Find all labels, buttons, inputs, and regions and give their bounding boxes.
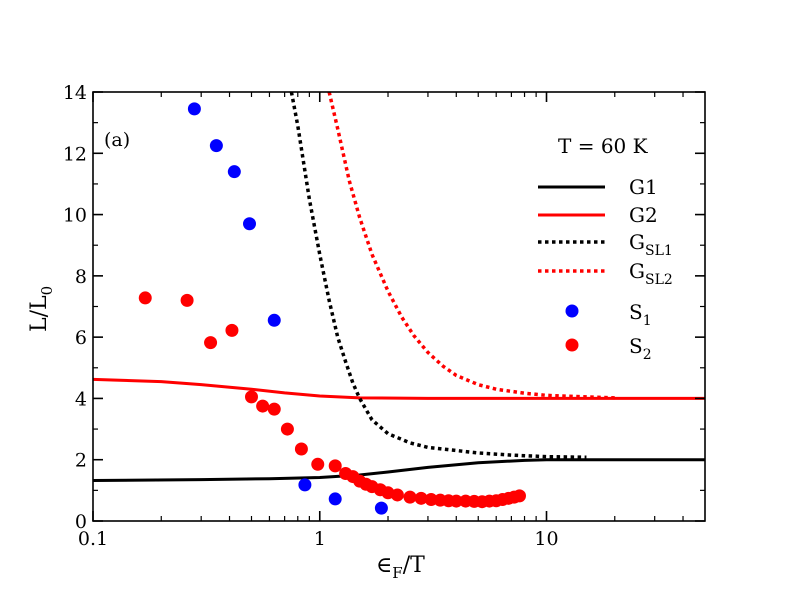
y-tick-label: 10	[63, 205, 87, 227]
x-axis-label-tail: /T	[403, 553, 425, 578]
point-s2	[512, 489, 526, 503]
x-axis-label-sub: F	[392, 564, 402, 582]
y-tick-label: 4	[75, 388, 87, 410]
point-s2	[311, 457, 325, 471]
legend-label-main: G	[629, 230, 645, 254]
legend-label-gsl2: GSL2	[629, 259, 673, 288]
point-s2	[204, 336, 218, 350]
legend-label-main: S	[629, 334, 643, 358]
point-s2	[256, 399, 270, 413]
panel-label: (a)	[104, 129, 130, 151]
series-gsl1-line	[289, 92, 587, 460]
y-axis-label: L/L0	[27, 286, 56, 332]
point-s2	[225, 323, 239, 337]
point-s2	[180, 293, 194, 307]
legend-label-sub: 1	[643, 313, 652, 329]
point-s1	[298, 478, 312, 492]
x-tick-label: 1	[314, 528, 326, 550]
point-s2	[244, 390, 258, 404]
point-s1	[209, 139, 223, 153]
x-axis-label-main: ∈	[376, 553, 392, 578]
x-tick-label: 10	[534, 528, 558, 550]
x-tick-label: 0.1	[78, 528, 108, 550]
y-tick-label: 6	[75, 327, 87, 349]
y-tick-label: 12	[63, 143, 87, 165]
point-s2	[267, 402, 281, 416]
y-axis-label-main: L/L	[27, 295, 52, 332]
point-s2	[403, 490, 417, 504]
legend-marker-s2	[565, 338, 579, 352]
point-s1	[267, 313, 281, 327]
temperature-annotation: T = 60 K	[558, 134, 649, 158]
point-s1	[374, 501, 388, 515]
point-s1	[328, 492, 342, 506]
legend-label-g2: G2	[629, 203, 658, 227]
y-tick-label: 8	[75, 266, 87, 288]
point-s1	[243, 217, 257, 231]
legend-label-tail: 1	[645, 175, 658, 199]
point-s2	[414, 491, 428, 505]
x-axis-label: ∈F/T	[376, 553, 425, 582]
legend-label-main: G	[629, 175, 645, 199]
legend-label-g1: G1	[629, 175, 658, 199]
point-s2	[138, 291, 152, 305]
legend-label-sub: SL1	[645, 243, 673, 259]
legend-label-s1: S1	[629, 300, 652, 329]
point-s2	[449, 494, 463, 508]
legend-label-sub: 2	[643, 347, 652, 363]
legend-label-main: G	[629, 259, 645, 283]
point-s2	[390, 488, 404, 502]
series-layer	[93, 92, 705, 515]
series-g2-line	[93, 377, 705, 400]
legend-marker-s1	[565, 304, 579, 318]
point-s2	[294, 442, 308, 456]
series-gsl2-line	[327, 92, 615, 400]
legend-label-s2: S2	[629, 334, 652, 363]
point-s1	[187, 102, 201, 116]
y-tick-label: 2	[75, 450, 87, 472]
y-tick-label: 14	[63, 82, 87, 104]
legend-label-tail: 2	[645, 203, 658, 227]
legend-label-sub: SL2	[645, 272, 673, 288]
point-s2	[280, 422, 294, 436]
y-axis-label-sub: 0	[38, 286, 56, 296]
y-tick-label: 0	[75, 511, 87, 533]
legend-label-main: G	[629, 203, 645, 227]
legend-label-gsl1: GSL1	[629, 230, 673, 259]
point-s2	[328, 459, 342, 473]
point-s1	[227, 165, 241, 179]
legend-label-main: S	[629, 300, 643, 324]
series-g1-line	[93, 458, 705, 483]
